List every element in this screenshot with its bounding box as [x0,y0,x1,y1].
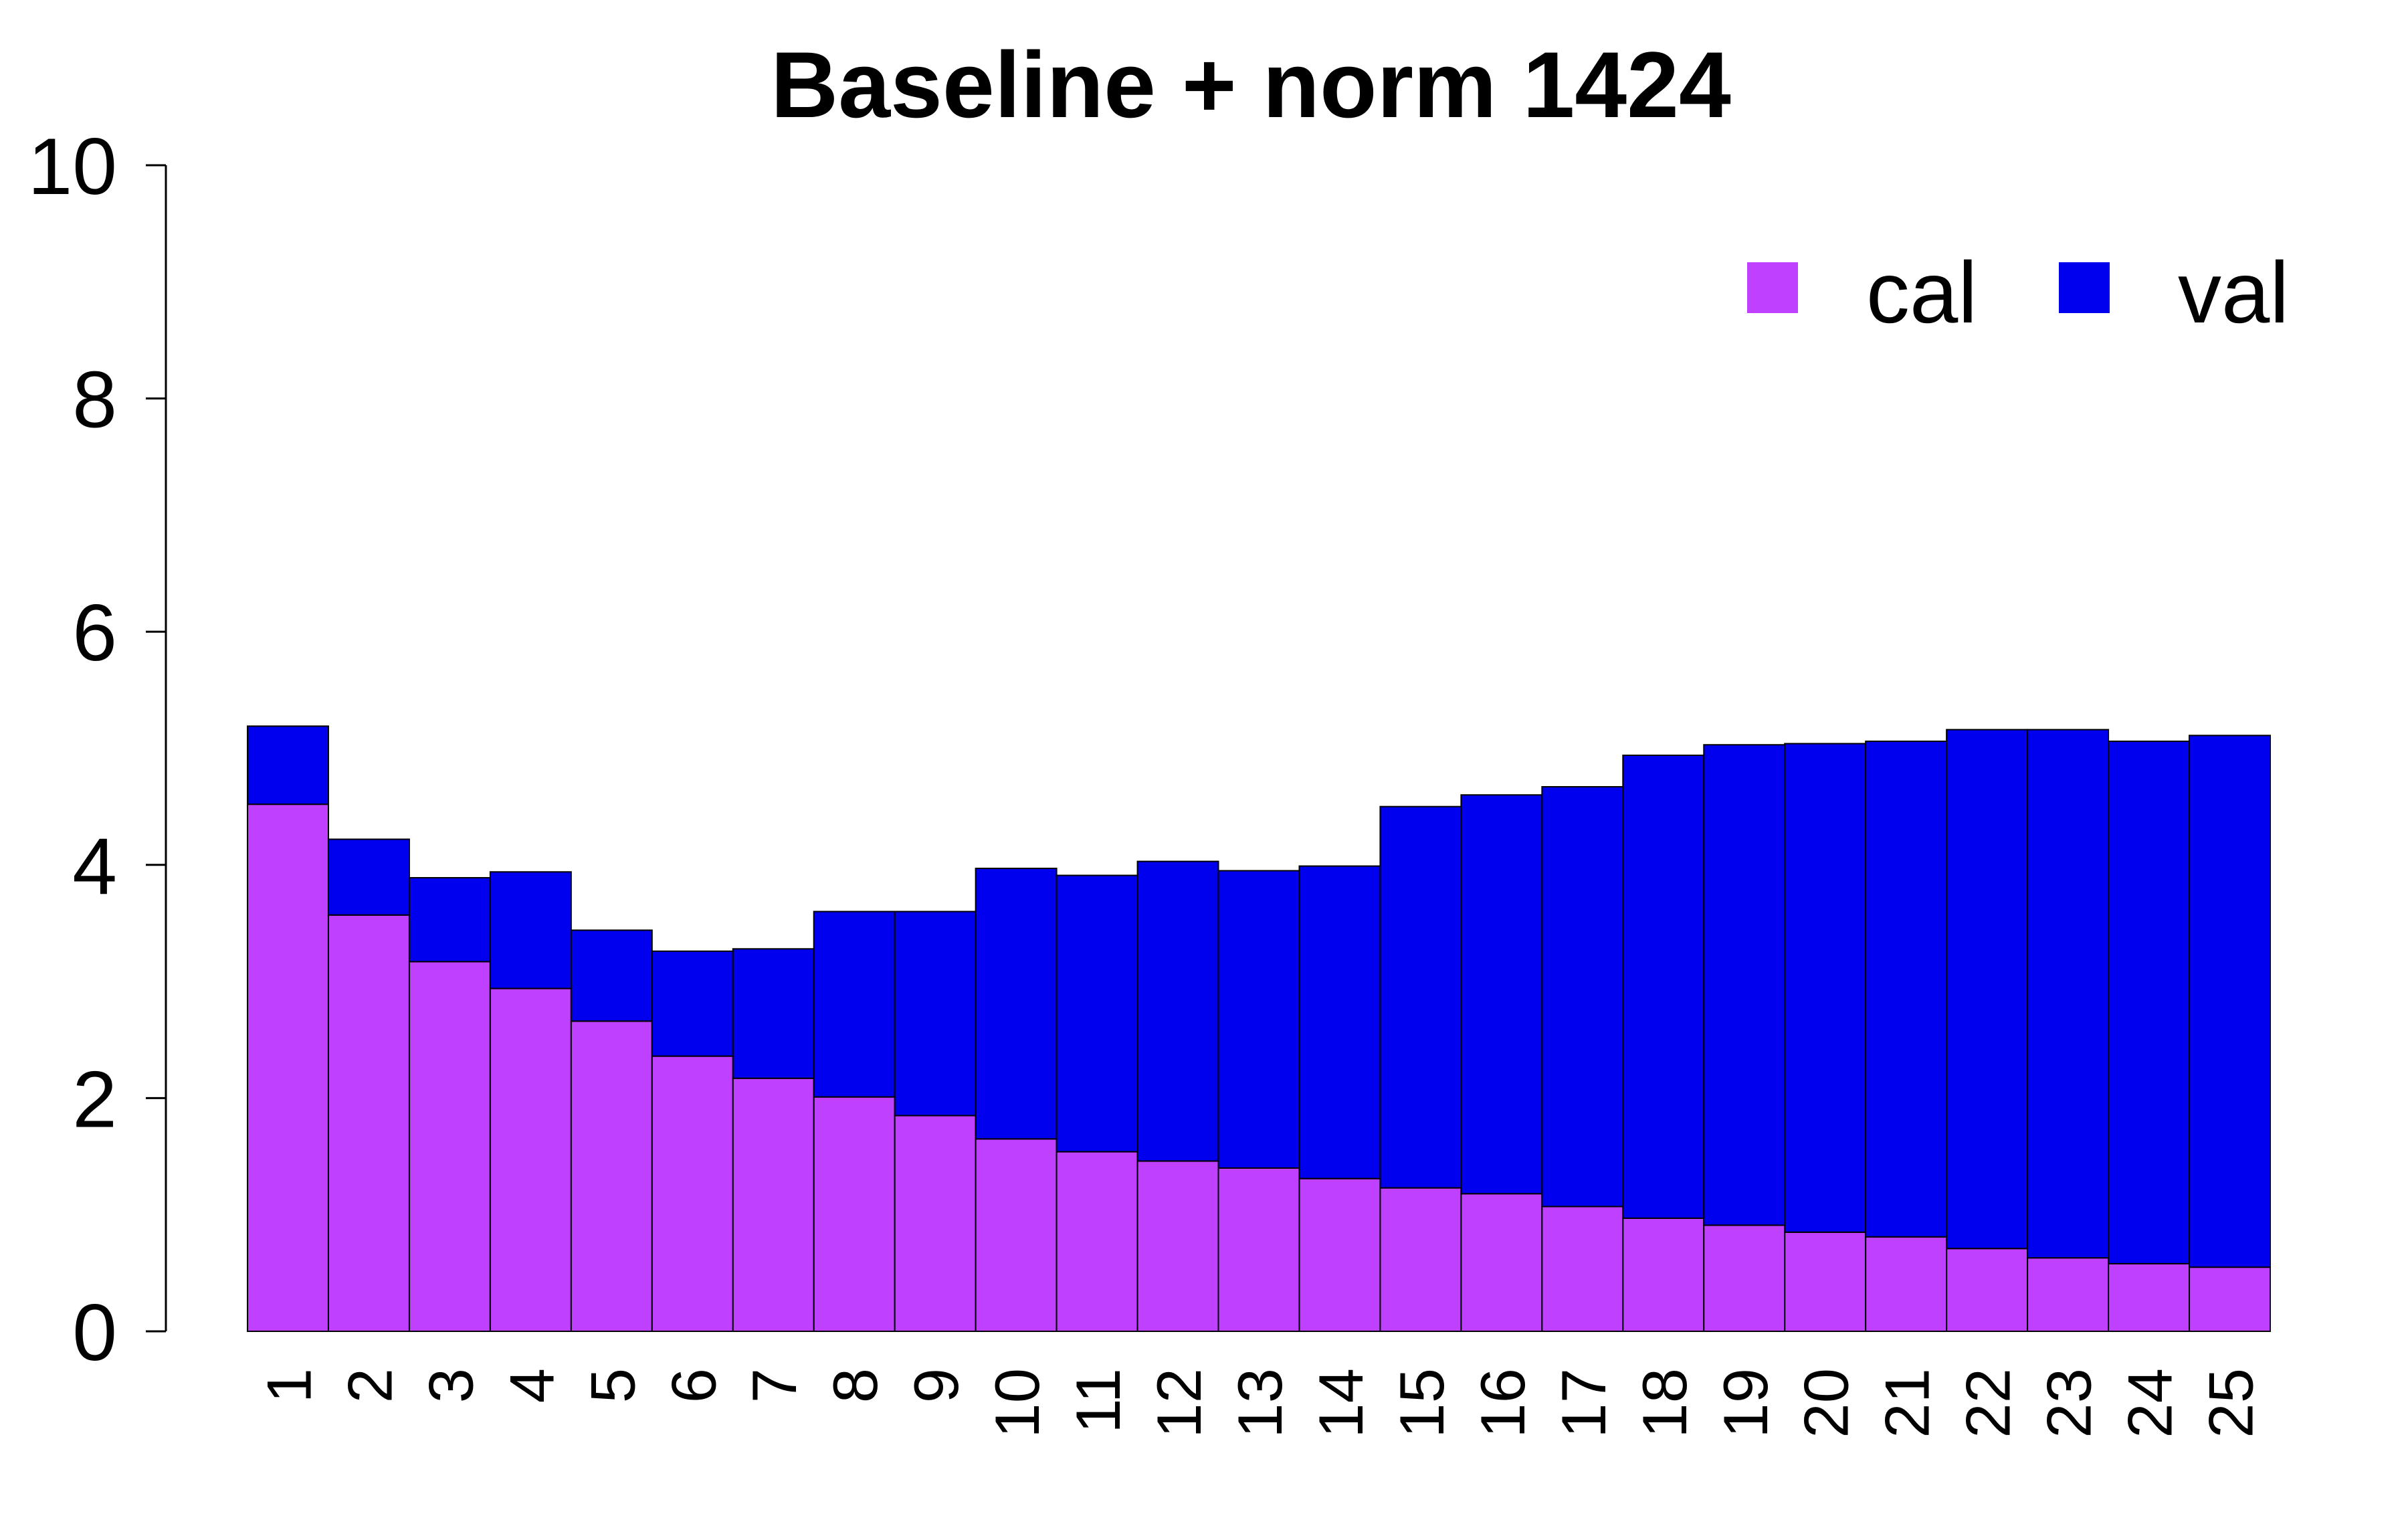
x-tick-label: 14 [1306,1368,1376,1438]
x-tick-label: 17 [1548,1368,1619,1438]
bar-cal-15 [1379,1187,1462,1332]
bar-cal-5 [570,1020,653,1333]
x-tick-label: 10 [982,1368,1052,1438]
x-tick-label: 7 [739,1368,809,1403]
x-tick-label: 2 [334,1368,405,1403]
bar-val-2 [327,838,410,916]
legend-swatch-val [2059,262,2110,313]
bar-val-20 [1784,743,1867,1233]
legend-label-val: val [2178,244,2289,341]
bar-val-16 [1460,794,1543,1195]
x-tick-label: 18 [1629,1368,1700,1438]
bar-val-9 [894,911,977,1117]
x-tick-label: 16 [1468,1368,1538,1438]
x-tick-label: 9 [901,1368,971,1403]
bar-val-25 [2189,735,2272,1268]
x-tick-label: 3 [415,1368,486,1403]
bar-cal-18 [1622,1217,1705,1332]
bar-val-11 [1056,874,1138,1153]
x-tick-label: 13 [1225,1368,1295,1438]
bar-val-18 [1622,754,1705,1219]
bar-val-3 [408,876,491,963]
y-tick-label: 4 [72,822,117,911]
bar-cal-9 [894,1115,977,1333]
bar-cal-6 [651,1055,734,1332]
bar-cal-4 [489,987,572,1332]
bar-cal-16 [1460,1193,1543,1333]
bar-cal-12 [1136,1160,1219,1332]
bar-cal-10 [975,1138,1058,1333]
bar-val-4 [489,871,572,989]
x-tick-label: 6 [658,1368,728,1403]
x-tick-label: 23 [2034,1368,2104,1438]
bar-cal-2 [327,914,410,1332]
y-axis: 0 2 4 6 8 10 [28,122,167,1377]
legend-swatch-cal [1747,262,1798,313]
x-tick-label: 4 [496,1368,567,1403]
y-tick-label: 2 [72,1054,117,1144]
bar-cal-3 [408,961,491,1332]
x-tick-label: 5 [577,1368,647,1403]
x-tick-label: 25 [2196,1368,2266,1438]
bar-val-6 [651,950,734,1057]
legend-label-cal: cal [1866,244,1977,341]
bar-val-21 [1865,741,1948,1238]
bar-cal-24 [2108,1262,2191,1333]
bar-cal-14 [1298,1177,1381,1332]
bar-val-8 [813,911,896,1098]
x-tick-label: 12 [1144,1368,1214,1438]
bar-cal-20 [1784,1231,1867,1332]
bar-cal-8 [813,1096,896,1332]
x-tick-label: 24 [2115,1368,2185,1438]
bar-val-15 [1379,805,1462,1189]
bar-cal-7 [732,1077,815,1333]
legend: cal val [1747,244,2289,341]
y-tick-label: 8 [72,355,117,445]
x-tick-label: 21 [1872,1368,1942,1438]
x-tick-label: 1 [254,1368,324,1403]
bar-val-7 [732,948,815,1079]
bar-cal-19 [1703,1224,1786,1332]
bar-cal-22 [1946,1248,2029,1332]
bar-val-22 [1946,729,2029,1250]
bar-cal-1 [247,803,329,1332]
chart-title: Baseline + norm 1424 [771,32,1731,137]
bar-cal-13 [1217,1167,1300,1332]
bars-group [247,725,2272,1333]
bar-val-23 [2027,729,2110,1259]
x-tick-label: 22 [1953,1368,2023,1438]
bar-cal-17 [1541,1206,1624,1333]
bar-val-5 [570,929,653,1022]
x-tick-labels: 1 2 3 4 5 6 7 8 9 10 11 12 13 14 15 16 17 18 19 20 21 22 23 24 2… [254,1368,2266,1438]
bar-val-17 [1541,786,1624,1208]
bar-val-10 [975,868,1058,1140]
x-tick-label: 8 [820,1368,890,1403]
y-tick-label: 6 [72,588,117,678]
x-tick-label: 11 [1063,1368,1133,1434]
bar-val-12 [1136,860,1219,1162]
x-tick-label: 19 [1710,1368,1781,1438]
x-tick-label: 20 [1791,1368,1862,1438]
bar-val-1 [247,725,329,805]
bar-val-19 [1703,744,1786,1226]
y-tick-label: 0 [72,1288,117,1377]
bar-val-13 [1217,870,1300,1169]
bar-cal-21 [1865,1236,1948,1333]
bar-cal-25 [2189,1266,2272,1333]
bar-cal-11 [1056,1151,1138,1332]
y-tick-label: 10 [28,122,117,211]
x-tick-label: 15 [1387,1368,1457,1438]
bar-val-24 [2108,741,2191,1264]
bar-val-14 [1298,865,1381,1179]
bar-cal-23 [2027,1257,2110,1333]
